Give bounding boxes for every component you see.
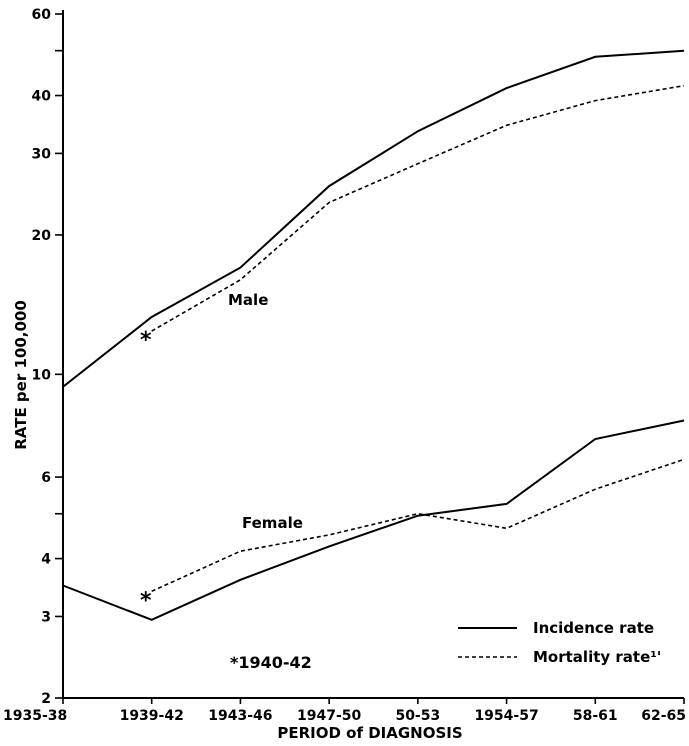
x-tick-label: 50-53 [395,708,440,724]
x-axis-ticks: 1935-38 1939-42 1943-46 1947-50 50-53 1954-57… [3,698,686,724]
female-series-label: Female [242,514,303,532]
y-tick-label: 2 [41,691,51,707]
y-axis-ticks: 2 3 4 6 10 20 30 40 60 [32,7,63,707]
series-lines [62,49,685,621]
legend-incidence-label: Incidence rate [533,619,654,637]
y-tick-label: 3 [41,609,51,625]
male-asterisk-marker: * [140,328,152,353]
male-series-label: Male [228,291,268,309]
x-tick-label: 58-61 [573,708,618,724]
female-asterisk-marker: * [140,588,152,613]
female-mortality-line [151,458,685,593]
male-mortality-line [151,84,685,332]
x-tick-label: 1954-57 [474,708,538,724]
y-tick-label: 60 [32,7,52,23]
x-tick-label: 1935-38 [3,708,67,724]
legend-mortality-label: Mortality rate¹' [533,648,661,666]
y-tick-label: 40 [32,89,52,105]
y-tick-label: 10 [32,367,52,383]
y-tick-label: 30 [32,146,52,162]
x-axis-label: PERIOD of DIAGNOSIS [277,724,462,742]
y-tick-label: 6 [41,470,51,486]
footnote-1940-42: *1940-42 [230,653,312,672]
axes [62,10,684,699]
x-tick-label: 1947-50 [297,708,362,724]
female-incidence-line [62,419,685,621]
x-tick-label: 62-65 [641,708,686,724]
annotations: ** [140,328,152,613]
y-tick-label: 4 [41,552,51,568]
y-axis-label: RATE per 100,000 [12,300,30,450]
legend: Incidence rate Mortality rate¹' [458,619,661,666]
x-tick-label: 1943-46 [208,708,272,724]
y-tick-label: 20 [32,228,52,244]
male-incidence-line [62,49,685,388]
x-tick-label: 1939-42 [120,708,184,724]
